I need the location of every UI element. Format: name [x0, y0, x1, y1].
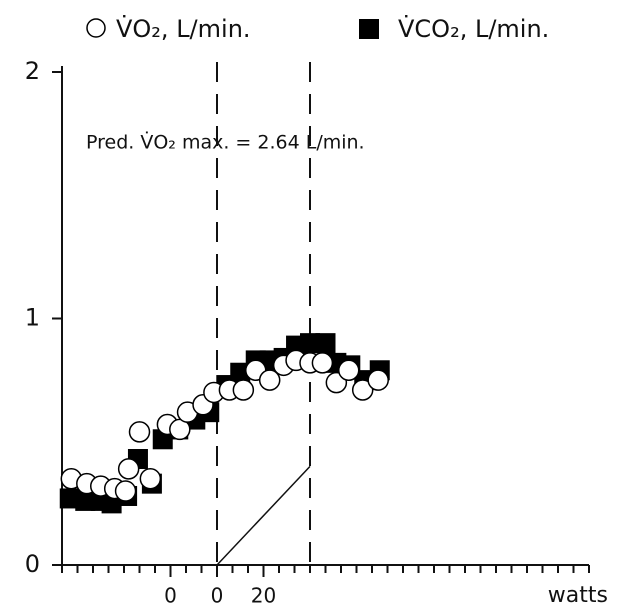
x-tick-label: 0: [164, 584, 177, 608]
x-axis-label: watts: [548, 583, 608, 608]
annotation: Pred. V̇O₂ max. = 2.64 L/min.: [86, 131, 365, 153]
vco2-point: [300, 333, 320, 354]
x-tick-label: 20: [251, 584, 276, 608]
legend-label: V̇CO₂, L/min.: [398, 15, 549, 43]
x-tick-label: 0: [211, 584, 224, 608]
vo2-point: [139, 467, 162, 490]
vco2-point: [75, 490, 96, 511]
vo2-point: [338, 359, 360, 382]
vo2-point: [258, 369, 281, 391]
y-tick-label: 2: [25, 57, 40, 85]
vco2-point: [59, 488, 80, 509]
y-tick-label: 0: [25, 550, 40, 578]
y-tick-label: 1: [25, 304, 40, 332]
legend-marker: [86, 18, 106, 38]
vo2-point: [114, 480, 137, 502]
vo2-point: [351, 379, 374, 401]
vo2-point: [367, 369, 389, 391]
vo2-point: [232, 379, 255, 401]
ramp-line: [216, 465, 311, 566]
vco2-point: [315, 333, 336, 354]
legend-marker: [359, 19, 379, 39]
vo2-point: [311, 352, 334, 374]
vco2-point: [230, 362, 251, 383]
vo2-point: [128, 421, 151, 443]
legend-label: V̇O₂, L/min.: [116, 15, 251, 43]
vo2-point: [117, 458, 140, 480]
